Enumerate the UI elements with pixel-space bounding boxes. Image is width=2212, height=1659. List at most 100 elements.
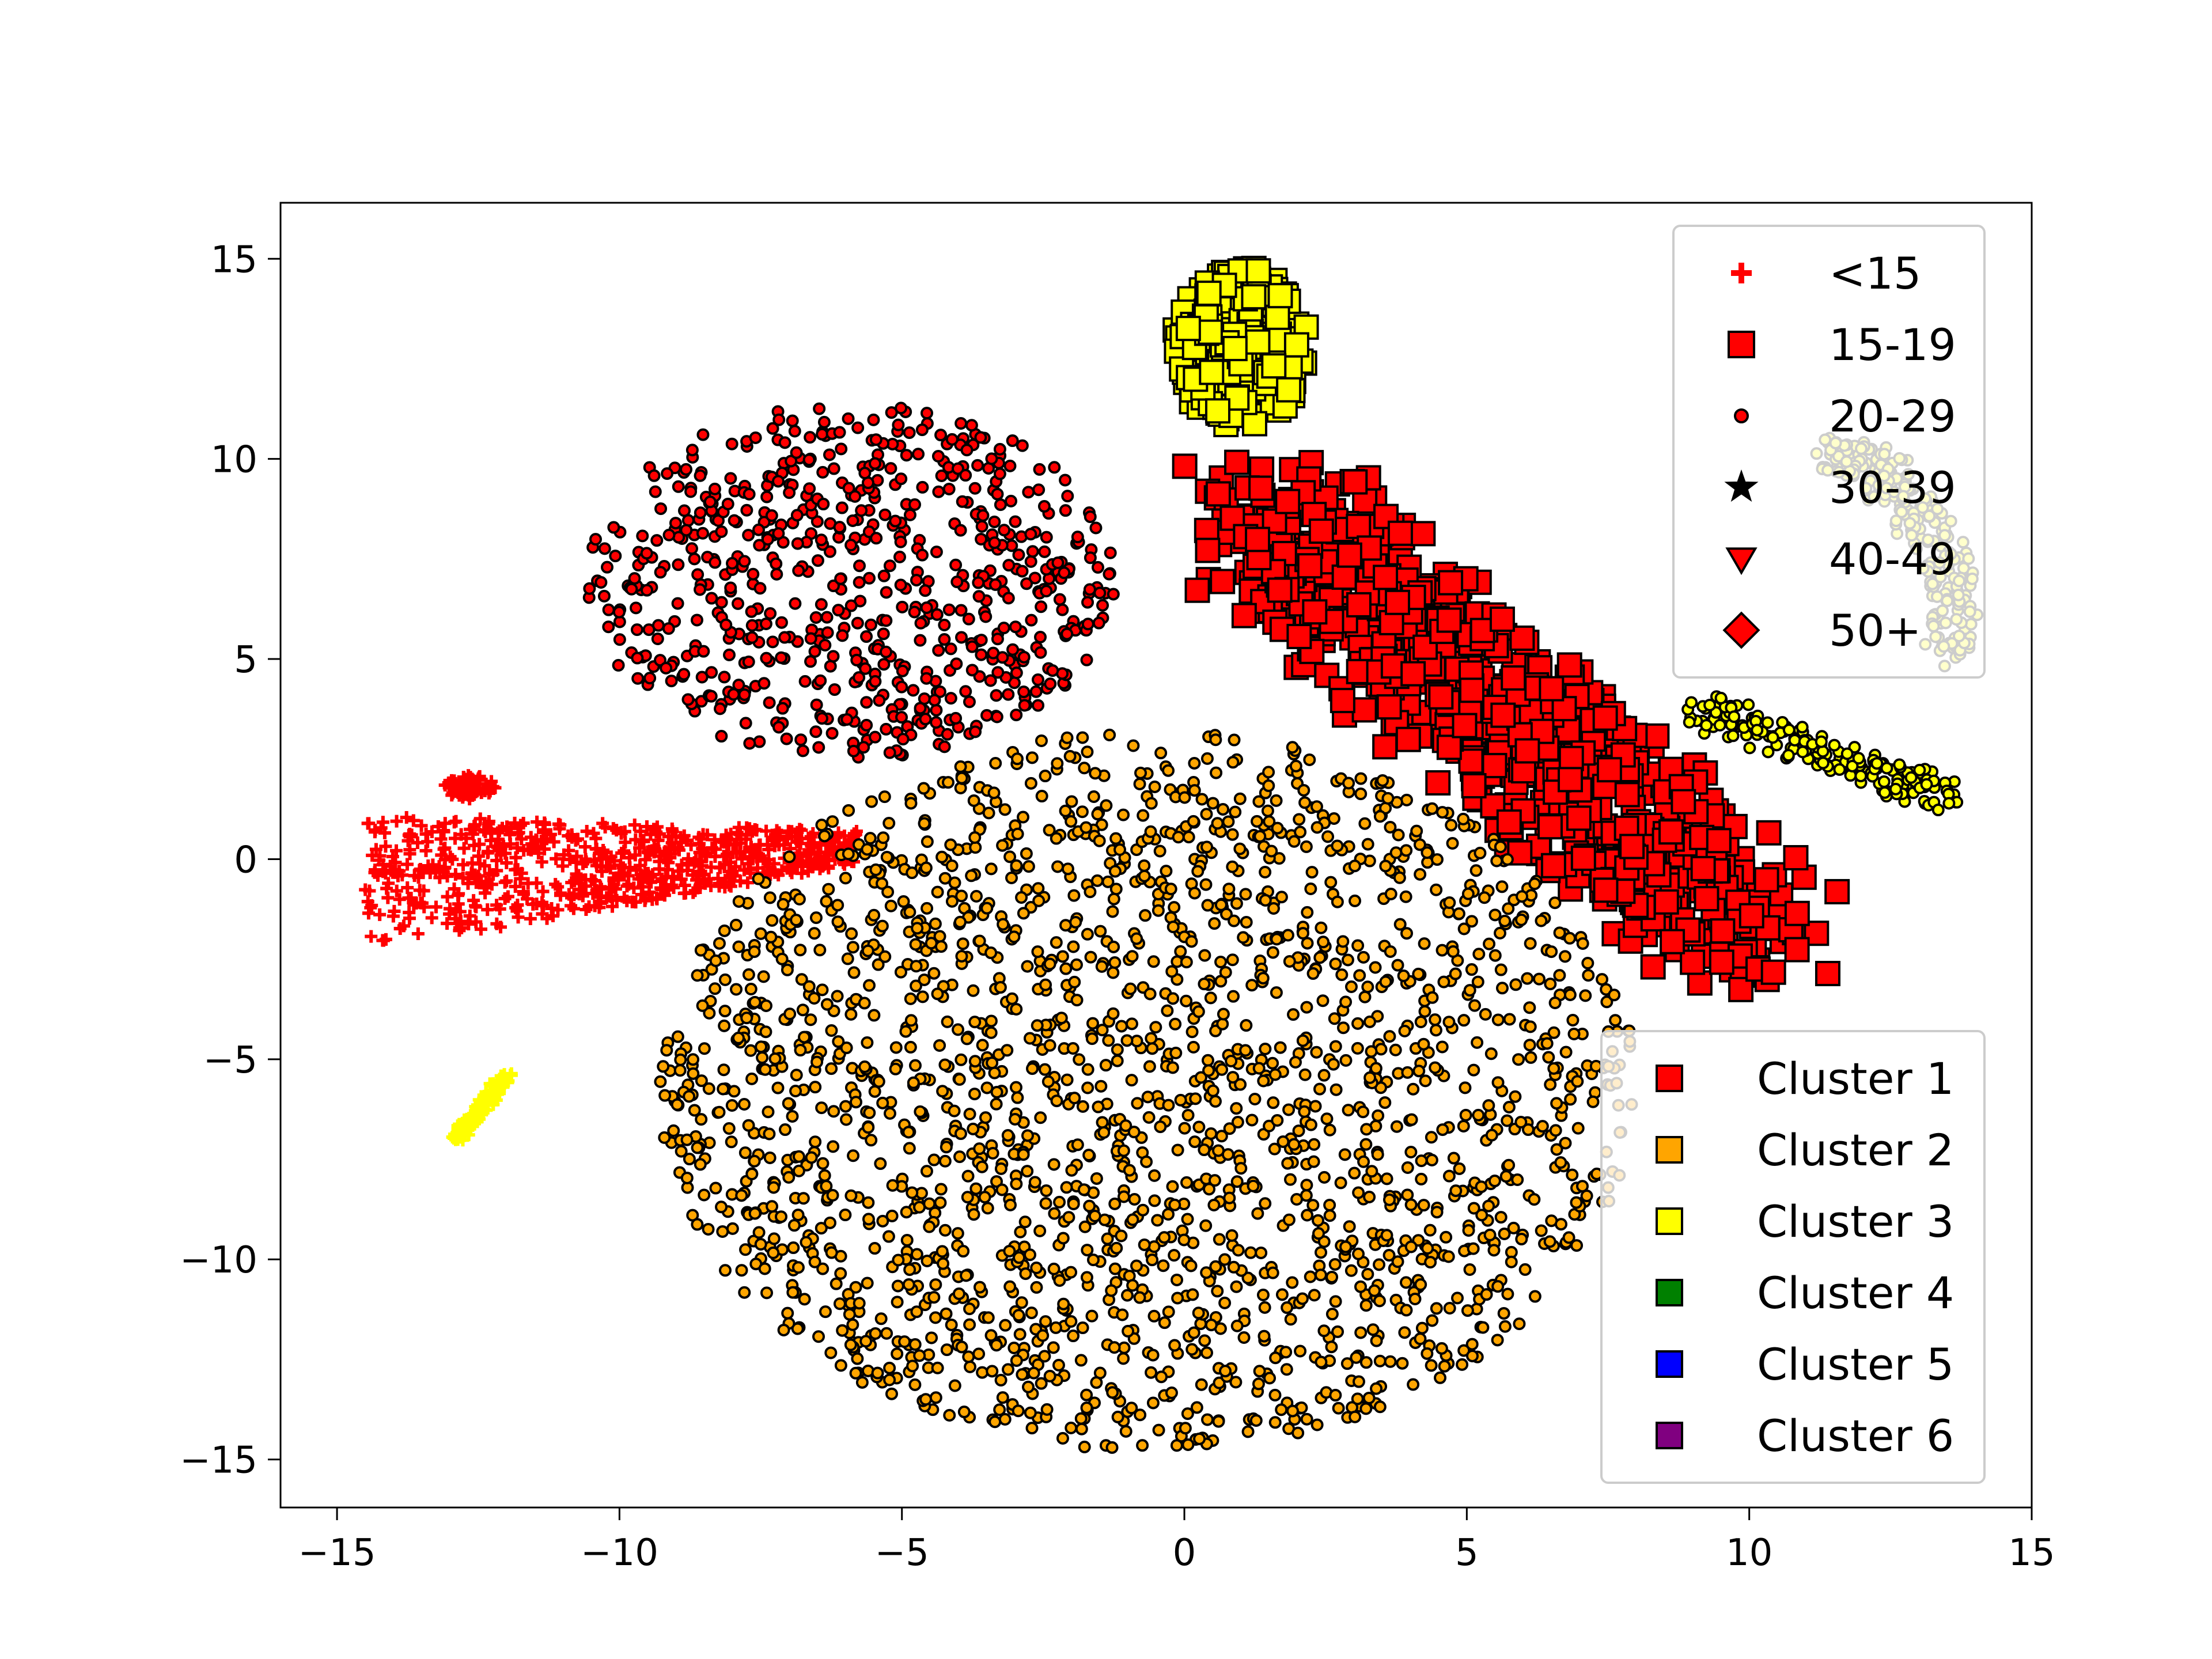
data-point bbox=[735, 1189, 748, 1202]
data-point bbox=[1257, 1330, 1271, 1343]
data-point bbox=[836, 629, 849, 642]
data-point bbox=[1442, 1169, 1456, 1183]
data-point bbox=[1092, 616, 1105, 630]
data-point bbox=[1296, 927, 1309, 940]
data-point bbox=[1354, 787, 1368, 801]
data-point bbox=[654, 502, 668, 516]
data-point bbox=[991, 666, 1005, 679]
data-point bbox=[1033, 463, 1046, 476]
data-point bbox=[685, 444, 699, 457]
data-point bbox=[865, 795, 878, 808]
data-point bbox=[1011, 1091, 1024, 1104]
data-point bbox=[698, 1042, 711, 1055]
data-point bbox=[1344, 1264, 1358, 1277]
data-point bbox=[1266, 1056, 1279, 1070]
data-point bbox=[1523, 1039, 1536, 1052]
data-point bbox=[1152, 1423, 1165, 1437]
data-point bbox=[1010, 709, 1023, 722]
data-point bbox=[1404, 1146, 1418, 1159]
data-point bbox=[1078, 762, 1091, 775]
data-point bbox=[1137, 809, 1150, 822]
data-point bbox=[1414, 1278, 1427, 1291]
data-point bbox=[1703, 698, 1717, 711]
data-point bbox=[809, 911, 823, 925]
data-point bbox=[1483, 937, 1496, 950]
data-point bbox=[597, 589, 611, 603]
data-point bbox=[1230, 1102, 1243, 1115]
data-point bbox=[728, 514, 741, 527]
data-point bbox=[1619, 834, 1645, 859]
data-point bbox=[914, 616, 927, 630]
data-point bbox=[1363, 1190, 1376, 1203]
data-point bbox=[1387, 520, 1413, 546]
data-point bbox=[490, 917, 503, 930]
data-point bbox=[1421, 846, 1434, 859]
data-point bbox=[1457, 1014, 1471, 1027]
data-point bbox=[1198, 1143, 1211, 1157]
data-point bbox=[738, 1286, 751, 1299]
data-point bbox=[957, 1245, 970, 1258]
data-point bbox=[962, 612, 975, 626]
data-point bbox=[880, 645, 893, 658]
data-point bbox=[724, 856, 737, 869]
data-point bbox=[1782, 749, 1795, 762]
data-point bbox=[954, 760, 967, 773]
data-point bbox=[842, 847, 855, 861]
data-point bbox=[1304, 1118, 1317, 1131]
data-point bbox=[824, 660, 837, 673]
data-point bbox=[771, 475, 785, 488]
data-point bbox=[1516, 890, 1529, 903]
data-point bbox=[880, 614, 893, 627]
data-point bbox=[1535, 1224, 1548, 1237]
data-point bbox=[1227, 1260, 1240, 1274]
data-point bbox=[938, 619, 951, 632]
data-point bbox=[1103, 728, 1116, 741]
data-point bbox=[402, 892, 415, 905]
data-point bbox=[702, 872, 715, 885]
data-point bbox=[1370, 1382, 1383, 1395]
data-point bbox=[792, 1150, 805, 1163]
data-point bbox=[960, 444, 974, 457]
data-point bbox=[1227, 990, 1240, 1003]
data-point bbox=[1592, 705, 1618, 731]
data-point bbox=[527, 897, 540, 911]
data-point bbox=[996, 1391, 1009, 1404]
data-point bbox=[636, 880, 649, 893]
data-point bbox=[768, 866, 782, 879]
data-point bbox=[1111, 1043, 1124, 1056]
data-point bbox=[1343, 1220, 1356, 1233]
data-point bbox=[862, 1196, 875, 1209]
data-point bbox=[554, 887, 567, 900]
data-point bbox=[716, 1225, 729, 1238]
data-point bbox=[1490, 702, 1516, 728]
data-point bbox=[1447, 1152, 1460, 1165]
data-point bbox=[1514, 1116, 1528, 1129]
data-point bbox=[952, 1023, 965, 1036]
data-point bbox=[1125, 1074, 1138, 1087]
data-point bbox=[1188, 887, 1201, 900]
data-point bbox=[441, 890, 454, 903]
data-point bbox=[717, 1082, 730, 1096]
data-point bbox=[631, 672, 645, 685]
data-point bbox=[1065, 1266, 1078, 1279]
data-point bbox=[665, 822, 679, 835]
data-point bbox=[950, 657, 963, 671]
data-point bbox=[772, 721, 785, 734]
data-point bbox=[1360, 1123, 1373, 1136]
data-point bbox=[531, 815, 544, 828]
data-point bbox=[1175, 316, 1201, 342]
data-point bbox=[949, 558, 963, 571]
data-point bbox=[745, 605, 758, 618]
data-point bbox=[565, 899, 578, 912]
data-point bbox=[1056, 1431, 1069, 1445]
data-point bbox=[822, 882, 835, 896]
data-point bbox=[744, 1044, 757, 1057]
data-point bbox=[362, 817, 376, 830]
data-point bbox=[1308, 518, 1334, 544]
data-point bbox=[1032, 483, 1046, 497]
data-point bbox=[935, 850, 949, 863]
data-point bbox=[781, 963, 794, 976]
data-point bbox=[1080, 821, 1093, 834]
data-point bbox=[500, 857, 513, 870]
